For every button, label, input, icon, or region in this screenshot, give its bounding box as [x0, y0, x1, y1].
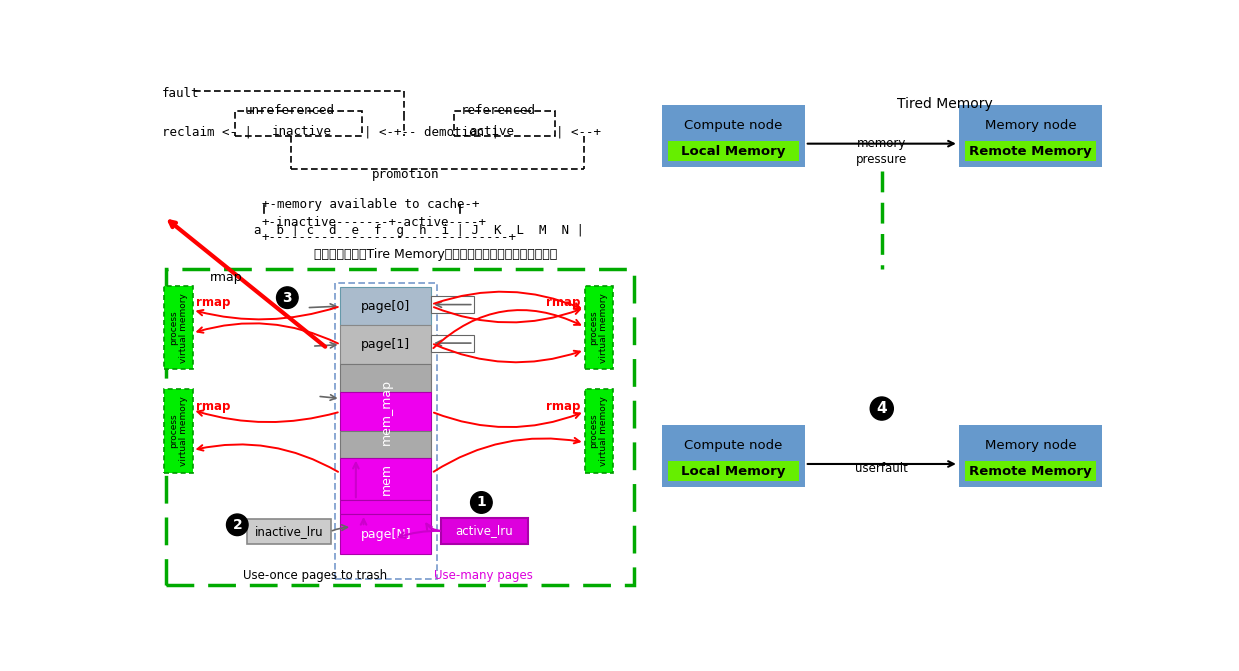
Text: inactive: inactive	[271, 125, 332, 138]
Text: process
virtual memory: process virtual memory	[169, 293, 188, 362]
Text: active_lru: active_lru	[456, 525, 513, 537]
FancyBboxPatch shape	[585, 389, 613, 473]
Circle shape	[870, 397, 893, 420]
Text: a  b | c  d  e  f  g  h  i | J  K  L  M  N |: a b | c d e f g h i | J K L M N |	[254, 223, 585, 237]
Text: +-inactive-------+-active----+: +-inactive-------+-active----+	[261, 216, 487, 229]
Bar	[341, 458, 431, 500]
Text: active: active	[470, 125, 514, 138]
Bar	[341, 364, 431, 393]
Text: Tired Memory: Tired Memory	[897, 97, 992, 111]
Text: Memory node: Memory node	[985, 119, 1077, 132]
Text: Remote Memory: Remote Memory	[969, 465, 1092, 478]
Text: Local Memory: Local Memory	[681, 145, 786, 158]
Text: +-memory available to cache-+: +-memory available to cache-+	[261, 197, 479, 211]
Text: page[1]: page[1]	[362, 338, 410, 351]
FancyBboxPatch shape	[585, 286, 613, 369]
Bar	[341, 500, 431, 514]
Text: | <--+: | <--+	[556, 125, 601, 138]
Circle shape	[227, 514, 248, 535]
Bar	[431, 335, 473, 352]
Text: reclaim <- |: reclaim <- |	[162, 125, 252, 138]
Circle shape	[471, 492, 492, 513]
Bar	[669, 141, 799, 160]
FancyBboxPatch shape	[164, 286, 192, 369]
Text: Compute node: Compute node	[684, 440, 783, 452]
Text: process
virtual memory: process virtual memory	[169, 396, 188, 466]
Text: Local Memory: Local Memory	[681, 465, 786, 478]
Text: Use-once pages to trash: Use-once pages to trash	[243, 570, 387, 582]
FancyBboxPatch shape	[248, 519, 331, 544]
Circle shape	[276, 287, 299, 309]
Text: Remote Memory: Remote Memory	[969, 145, 1092, 158]
Text: Compute node: Compute node	[684, 119, 783, 132]
Text: promotion: promotion	[372, 168, 440, 180]
Text: 1: 1	[477, 495, 486, 509]
Text: memory
pressure: memory pressure	[856, 138, 907, 166]
Text: Use-many pages: Use-many pages	[434, 570, 533, 582]
Bar	[965, 141, 1095, 160]
Text: inactive_lru: inactive_lru	[255, 525, 323, 538]
Text: mem_map: mem_map	[379, 378, 393, 445]
Bar	[959, 425, 1101, 487]
Text: rmap: rmap	[197, 400, 230, 413]
Text: mem: mem	[379, 463, 393, 495]
Text: rmap: rmap	[546, 296, 580, 309]
Text: 3: 3	[282, 291, 292, 305]
FancyBboxPatch shape	[164, 389, 192, 473]
Text: rmap: rmap	[211, 272, 243, 285]
Bar	[663, 425, 805, 487]
FancyBboxPatch shape	[441, 518, 528, 544]
Bar	[341, 325, 431, 364]
Text: 2: 2	[233, 518, 242, 532]
Text: fault: fault	[162, 87, 199, 100]
Text: rmap: rmap	[546, 400, 580, 413]
Bar	[341, 393, 431, 431]
Text: rmap: rmap	[197, 296, 230, 309]
Bar	[669, 461, 799, 481]
Bar	[431, 296, 473, 313]
Text: referenced: referenced	[461, 103, 535, 117]
Text: 4: 4	[876, 401, 887, 416]
Text: process
virtual memory: process virtual memory	[589, 293, 608, 362]
Text: process
virtual memory: process virtual memory	[589, 396, 608, 466]
Text: 基于淘汰策略，Tire Memory场景，则移到访问延迟较大的内存: 基于淘汰策略，Tire Memory场景，则移到访问延迟较大的内存	[313, 248, 556, 262]
Bar	[341, 431, 431, 458]
Bar	[341, 287, 431, 325]
Bar	[959, 105, 1101, 167]
Text: unreferenced: unreferenced	[245, 103, 335, 117]
Bar	[663, 105, 805, 167]
Text: userfault: userfault	[855, 462, 908, 476]
Text: +--------------------------------+: +--------------------------------+	[261, 231, 517, 244]
Text: page[0]: page[0]	[362, 300, 410, 313]
Bar	[341, 514, 431, 554]
Text: Memory node: Memory node	[985, 440, 1077, 452]
Bar	[965, 461, 1095, 481]
Text: | <-+-- demotion |: | <-+-- demotion |	[364, 125, 499, 138]
Text: page[N]: page[N]	[361, 527, 411, 541]
